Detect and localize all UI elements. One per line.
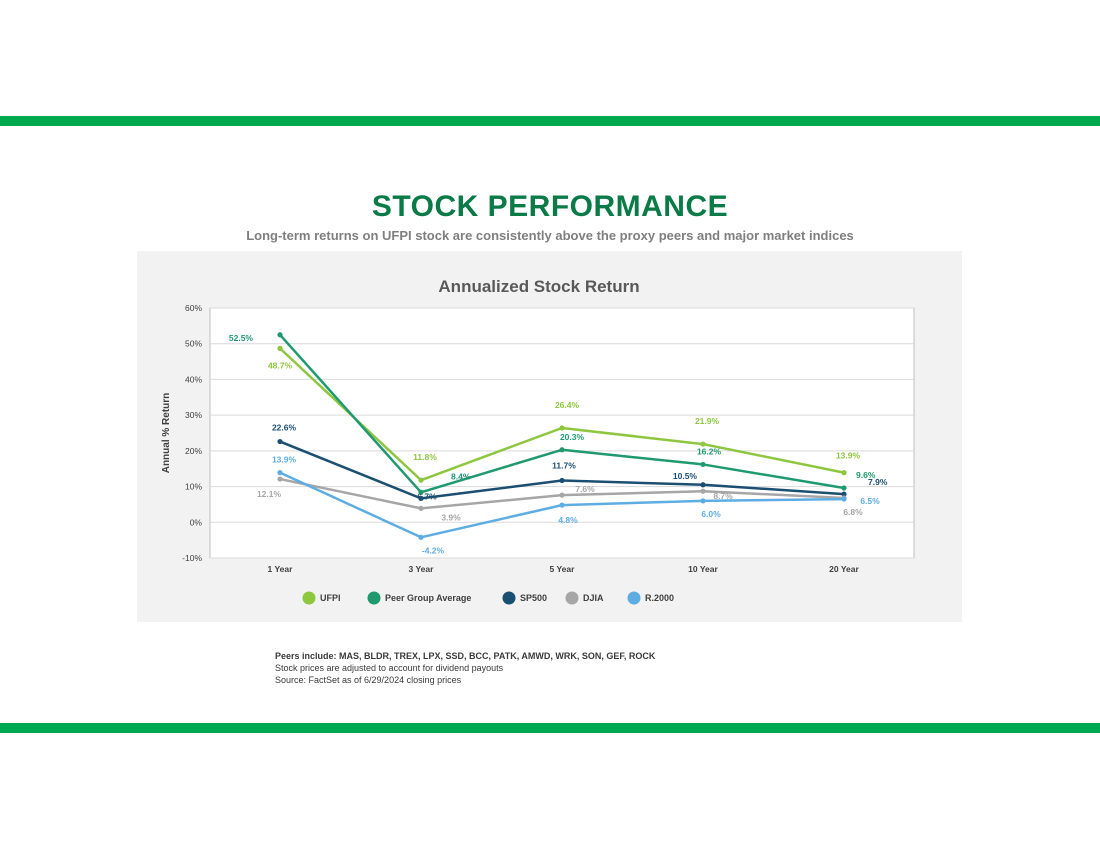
data-label: 48.7% xyxy=(268,360,293,370)
x-tick-label: 10 Year xyxy=(688,564,718,574)
data-label: 7.9% xyxy=(868,477,888,487)
x-tick-label: 20 Year xyxy=(829,564,859,574)
data-point xyxy=(559,477,565,484)
data-point xyxy=(841,485,847,491)
data-point xyxy=(559,492,565,498)
y-tick-label: 50% xyxy=(185,339,202,349)
page-title: STOCK PERFORMANCE xyxy=(371,190,729,223)
data-point xyxy=(418,477,424,483)
data-label: 10.5% xyxy=(673,471,698,481)
legend-marker xyxy=(502,591,516,605)
data-point xyxy=(700,482,706,488)
data-point xyxy=(841,491,847,497)
data-point xyxy=(700,498,706,504)
data-point xyxy=(277,476,283,482)
data-point xyxy=(559,425,565,431)
y-tick-label: 60% xyxy=(185,303,202,313)
legend-marker xyxy=(627,591,641,605)
footnotes: Peers include: MAS, BLDR, TREX, LPX, SSD… xyxy=(275,650,655,686)
data-point xyxy=(559,447,565,453)
data-point xyxy=(559,502,565,508)
data-point xyxy=(418,534,424,540)
data-label: 12.1% xyxy=(257,489,282,499)
data-point xyxy=(700,488,706,494)
data-label: 8.7% xyxy=(713,491,733,501)
data-label: 13.9% xyxy=(272,455,297,465)
data-point xyxy=(418,489,424,495)
data-label: -4.2% xyxy=(422,545,445,555)
data-label: 21.9% xyxy=(695,416,720,426)
legend-label: DJIA xyxy=(583,593,604,603)
data-point xyxy=(418,495,424,501)
y-tick-label: 40% xyxy=(185,374,202,384)
page-subtitle: Long-term returns on UFPI stock are cons… xyxy=(246,228,854,243)
legend-marker xyxy=(565,591,579,605)
data-point xyxy=(700,461,706,468)
data-label: 11.7% xyxy=(552,461,576,471)
footnote-peers: Peers include: MAS, BLDR, TREX, LPX, SSD… xyxy=(275,651,656,661)
y-tick-label: 0% xyxy=(190,517,203,527)
data-label: 20.3% xyxy=(560,432,585,442)
legend-label: SP500 xyxy=(520,593,547,603)
data-label: 9.6% xyxy=(856,470,876,480)
data-label: 13.9% xyxy=(836,451,861,461)
data-label: 6.0% xyxy=(701,509,721,519)
legend-label: UFPI xyxy=(320,593,341,603)
data-label: 8.4% xyxy=(451,471,471,481)
legend-marker xyxy=(367,591,381,605)
data-label: 6.5% xyxy=(860,496,880,506)
data-point xyxy=(700,441,706,447)
y-axis-label: Annual % Return xyxy=(161,393,172,474)
bottom-accent-band xyxy=(0,723,1100,733)
top-accent-band xyxy=(0,116,1100,126)
data-label: 22.6% xyxy=(272,423,297,433)
y-tick-label: 20% xyxy=(185,446,202,456)
data-label: 11.8% xyxy=(413,452,437,462)
data-label: 6.7% xyxy=(417,491,437,501)
data-point xyxy=(277,345,283,351)
legend-marker xyxy=(302,591,316,605)
data-label: 52.5% xyxy=(229,333,254,343)
data-label: 3.9% xyxy=(441,512,461,522)
data-label: 6.8% xyxy=(843,507,863,517)
data-label: 26.4% xyxy=(555,400,580,410)
data-label: 16.2% xyxy=(697,446,722,456)
data-point xyxy=(841,470,847,476)
data-label: 7.6% xyxy=(575,484,595,494)
data-point xyxy=(277,332,283,338)
data-point xyxy=(277,470,283,476)
legend-label: R.2000 xyxy=(645,593,674,603)
footnote-source: Source: FactSet as of 6/29/2024 closing … xyxy=(275,675,462,685)
y-tick-label: 10% xyxy=(185,482,202,492)
data-label: 4.8% xyxy=(558,515,578,525)
chart-title: Annualized Stock Return xyxy=(438,277,639,296)
y-tick-label: 30% xyxy=(185,410,202,420)
plot-area xyxy=(209,307,915,559)
x-tick-label: 1 Year xyxy=(268,564,294,574)
x-tick-label: 3 Year xyxy=(409,564,435,574)
data-point xyxy=(277,438,283,445)
x-tick-label: 5 Year xyxy=(550,564,576,574)
line-chart: -10% 0% 10% 20% 30% 40% 50% 60% 1 Year 3 Year 5 Ye… xyxy=(161,277,915,605)
data-point xyxy=(418,505,424,511)
footnote-adjusted: Stock prices are adjusted to account for… xyxy=(275,663,504,673)
legend-label: Peer Group Average xyxy=(385,593,471,603)
y-tick-label: -10% xyxy=(182,553,202,563)
data-point xyxy=(841,496,847,502)
